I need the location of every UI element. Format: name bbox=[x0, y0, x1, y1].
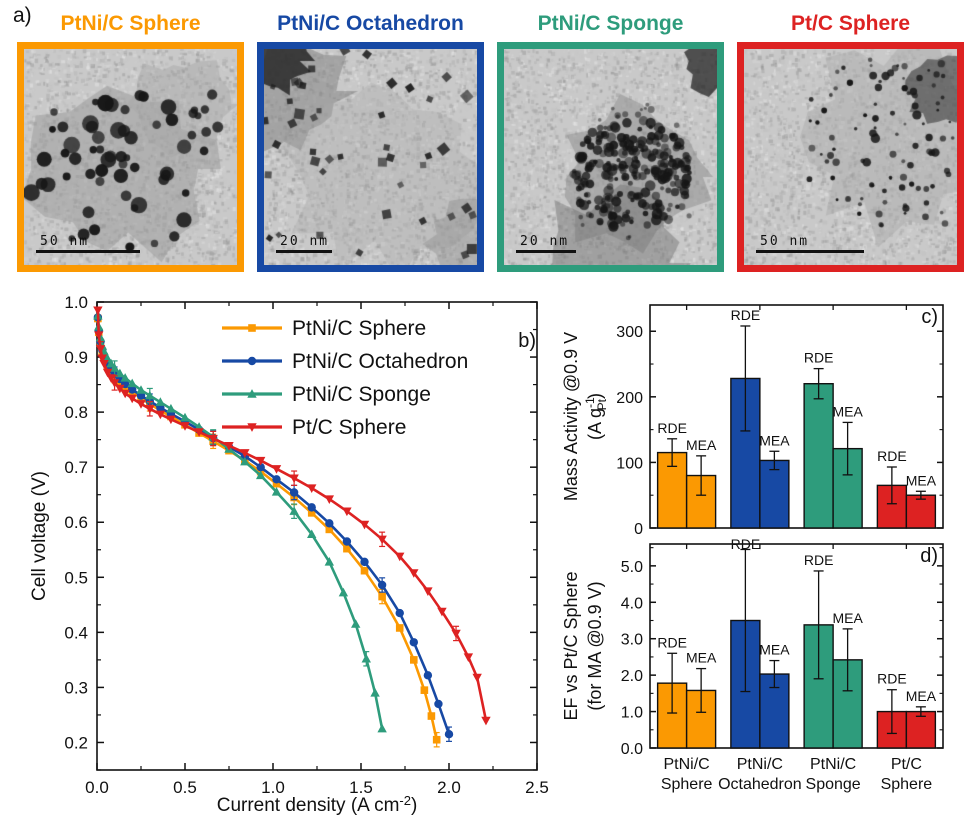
svg-text:Current density (A cm-2): Current density (A cm-2) bbox=[217, 793, 418, 816]
svg-text:MEA: MEA bbox=[906, 688, 937, 704]
svg-text:0.2: 0.2 bbox=[64, 733, 88, 752]
tem-frame: 50 nm bbox=[17, 42, 244, 272]
svg-text:RDE: RDE bbox=[877, 448, 907, 464]
tem-panel-sponge: PtNi/C Sponge 20 nm bbox=[497, 4, 724, 272]
svg-text:300: 300 bbox=[616, 324, 643, 341]
scale-bar: 20 nm bbox=[276, 234, 332, 253]
scale-bar: 50 nm bbox=[36, 234, 140, 253]
svg-text:MEA: MEA bbox=[759, 642, 790, 658]
svg-text:0.8: 0.8 bbox=[64, 403, 88, 422]
polarization-chart: 0.0 0.5 1.0 1.5 2.0 2.5 0.2 0.3 0.4 0.5 0.6 0.7 0.8 0… bbox=[29, 293, 549, 816]
svg-text:RDE: RDE bbox=[657, 634, 687, 650]
svg-text:MEA: MEA bbox=[832, 403, 863, 419]
svg-text:PtNi/C Sphere: PtNi/C Sphere bbox=[292, 317, 426, 340]
svg-text:2.0: 2.0 bbox=[621, 668, 643, 685]
tem-title: PtNi/C Sponge bbox=[537, 12, 684, 35]
svg-text:Pt/C Sphere: Pt/C Sphere bbox=[292, 416, 406, 439]
svg-text:0.4: 0.4 bbox=[64, 623, 88, 642]
svg-text:2.5: 2.5 bbox=[525, 778, 549, 797]
svg-text:Cell voltage (V): Cell voltage (V) bbox=[29, 471, 50, 601]
svg-text:RDE: RDE bbox=[804, 552, 834, 568]
panel-a-label: a) bbox=[13, 4, 32, 27]
tem-panel-octahedron: PtNi/C Octahedron 20 nm bbox=[257, 4, 484, 272]
svg-text:0.3: 0.3 bbox=[64, 678, 88, 697]
svg-text:Mass Activity @0.9 V: Mass Activity @0.9 V bbox=[561, 332, 581, 501]
enhancement-factor-chart: 0.01.02.03.04.05.0RDEMEAPtNi/CSphereRDEM… bbox=[561, 536, 944, 793]
svg-text:0.9: 0.9 bbox=[64, 348, 88, 367]
svg-text:MEA: MEA bbox=[759, 432, 790, 448]
tem-title: Pt/C Sphere bbox=[790, 12, 911, 35]
tem-title: PtNi/C Octahedron bbox=[277, 12, 464, 35]
svg-text:RDE: RDE bbox=[657, 420, 687, 436]
svg-text:EF vs Pt/C Sphere: EF vs Pt/C Sphere bbox=[561, 571, 581, 720]
svg-text:PtNi/C: PtNi/C bbox=[810, 756, 856, 773]
svg-text:5.0: 5.0 bbox=[621, 559, 643, 576]
svg-text:(A g-1Pt): (A g-1Pt) bbox=[583, 393, 609, 440]
tem-title: PtNi/C Sphere bbox=[60, 12, 201, 35]
svg-text:c): c) bbox=[921, 306, 938, 328]
tem-panel-ptc-sphere: Pt/C Sphere 50 nm bbox=[737, 4, 964, 272]
scale-bar: 20 nm bbox=[516, 234, 576, 253]
scale-bar-line bbox=[276, 250, 332, 253]
svg-text:(for MA @0.9 V): (for MA @0.9 V) bbox=[585, 581, 605, 710]
svg-text:Sphere: Sphere bbox=[661, 776, 713, 793]
svg-text:MEA: MEA bbox=[832, 610, 863, 626]
svg-text:PtNi/C: PtNi/C bbox=[664, 756, 710, 773]
svg-text:1.0: 1.0 bbox=[64, 293, 88, 312]
tem-image bbox=[264, 49, 477, 265]
svg-text:PtNi/C Sponge: PtNi/C Sponge bbox=[292, 383, 431, 406]
tem-panel-sphere: PtNi/C Sphere 50 nm bbox=[17, 4, 244, 272]
svg-text:0.7: 0.7 bbox=[64, 458, 88, 477]
mass-activity-chart: 0100200300RDEMEARDEMEARDEMEARDEMEAc)Mass… bbox=[561, 304, 944, 536]
svg-text:1.0: 1.0 bbox=[261, 778, 285, 797]
scale-bar-line bbox=[516, 250, 576, 253]
tem-frame: 20 nm bbox=[497, 42, 724, 272]
scale-bar: 50 nm bbox=[756, 234, 864, 253]
svg-text:Sponge: Sponge bbox=[806, 776, 861, 793]
svg-text:RDE: RDE bbox=[731, 536, 761, 552]
svg-text:PtNi/C: PtNi/C bbox=[737, 756, 783, 773]
scale-bar-label: 20 nm bbox=[520, 234, 570, 249]
svg-text:0.0: 0.0 bbox=[85, 778, 109, 797]
svg-text:MEA: MEA bbox=[686, 437, 717, 453]
svg-text:0.5: 0.5 bbox=[173, 778, 197, 797]
scale-bar-label: 20 nm bbox=[280, 234, 330, 249]
svg-text:PtNi/C Octahedron: PtNi/C Octahedron bbox=[292, 350, 468, 373]
svg-text:0.6: 0.6 bbox=[64, 513, 88, 532]
svg-text:200: 200 bbox=[616, 390, 643, 407]
scale-bar-line bbox=[36, 250, 140, 253]
panel-a-tem-row: a) PtNi/C Sphere 50 nm PtNi/C Octahedron bbox=[0, 0, 969, 290]
scale-bar-line bbox=[756, 250, 864, 253]
svg-text:4.0: 4.0 bbox=[621, 595, 643, 612]
svg-text:RDE: RDE bbox=[877, 671, 907, 687]
svg-text:Pt/C: Pt/C bbox=[891, 756, 922, 773]
svg-text:MEA: MEA bbox=[686, 650, 717, 666]
svg-text:Octahedron: Octahedron bbox=[718, 776, 802, 793]
tem-image bbox=[504, 49, 717, 265]
svg-text:1.0: 1.0 bbox=[621, 705, 643, 722]
svg-text:MEA: MEA bbox=[906, 472, 937, 488]
scale-bar-label: 50 nm bbox=[40, 234, 90, 249]
tem-frame: 20 nm bbox=[257, 42, 484, 272]
tem-image bbox=[744, 49, 957, 265]
svg-text:Sphere: Sphere bbox=[881, 776, 933, 793]
svg-text:RDE: RDE bbox=[804, 350, 834, 366]
tem-image bbox=[24, 49, 237, 265]
svg-text:0.0: 0.0 bbox=[621, 741, 643, 758]
tem-frame: 50 nm bbox=[737, 42, 964, 272]
svg-text:0.5: 0.5 bbox=[64, 568, 88, 587]
svg-text:d): d) bbox=[920, 545, 938, 567]
scale-bar-label: 50 nm bbox=[760, 234, 810, 249]
svg-text:b): b) bbox=[518, 330, 536, 352]
svg-text:1.5: 1.5 bbox=[349, 778, 373, 797]
tem-row: PtNi/C Sphere 50 nm PtNi/C Octahedron 20… bbox=[0, 0, 969, 272]
svg-text:2.0: 2.0 bbox=[437, 778, 461, 797]
svg-text:100: 100 bbox=[616, 455, 643, 472]
svg-text:RDE: RDE bbox=[731, 307, 761, 323]
svg-text:3.0: 3.0 bbox=[621, 632, 643, 649]
svg-text:0: 0 bbox=[634, 521, 643, 536]
